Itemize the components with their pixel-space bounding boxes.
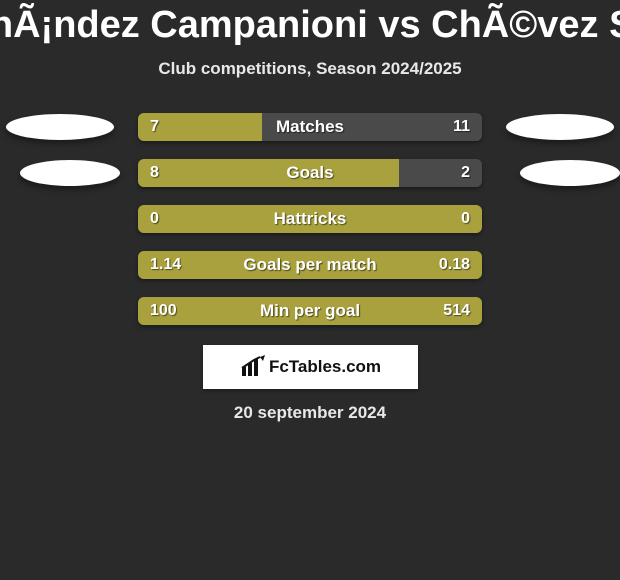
stat-bar <box>138 159 482 187</box>
stat-row: 711Matches <box>0 113 620 141</box>
page-title: HernÃ¡ndez Campanioni vs ChÃ©vez Soto <box>0 4 620 47</box>
bar-left-fill <box>138 297 482 325</box>
stat-value-left: 7 <box>150 113 159 141</box>
comparison-card: HernÃ¡ndez Campanioni vs ChÃ©vez Soto Cl… <box>0 0 620 580</box>
stat-row: 100514Min per goal <box>0 297 620 325</box>
bar-left-fill <box>138 251 482 279</box>
bar-left-fill <box>138 205 482 233</box>
stat-value-right: 2 <box>461 159 470 187</box>
player-left-marker <box>6 114 114 140</box>
date: 20 september 2024 <box>234 403 386 423</box>
stat-bar <box>138 113 482 141</box>
stat-row: 00Hattricks <box>0 205 620 233</box>
stat-row: 82Goals <box>0 159 620 187</box>
bar-left-fill <box>138 159 399 187</box>
brand-text: FcTables.com <box>269 357 381 377</box>
stat-bar <box>138 205 482 233</box>
stat-bar <box>138 251 482 279</box>
stat-row: 1.140.18Goals per match <box>0 251 620 279</box>
chart-icon <box>239 355 267 379</box>
stat-bar <box>138 297 482 325</box>
stat-value-left: 8 <box>150 159 159 187</box>
stats-rows: 711Matches82Goals00Hattricks1.140.18Goal… <box>0 113 620 325</box>
player-right-marker <box>520 160 620 186</box>
player-left-marker <box>20 160 120 186</box>
stat-value-left: 100 <box>150 297 177 325</box>
stat-value-left: 1.14 <box>150 251 181 279</box>
stat-value-right: 0 <box>461 205 470 233</box>
stat-value-left: 0 <box>150 205 159 233</box>
subtitle: Club competitions, Season 2024/2025 <box>158 59 461 79</box>
stat-value-right: 0.18 <box>439 251 470 279</box>
stat-value-right: 514 <box>443 297 470 325</box>
brand-badge[interactable]: FcTables.com <box>203 345 418 389</box>
player-right-marker <box>506 114 614 140</box>
stat-value-right: 11 <box>453 113 470 141</box>
bar-right-fill <box>262 113 482 141</box>
